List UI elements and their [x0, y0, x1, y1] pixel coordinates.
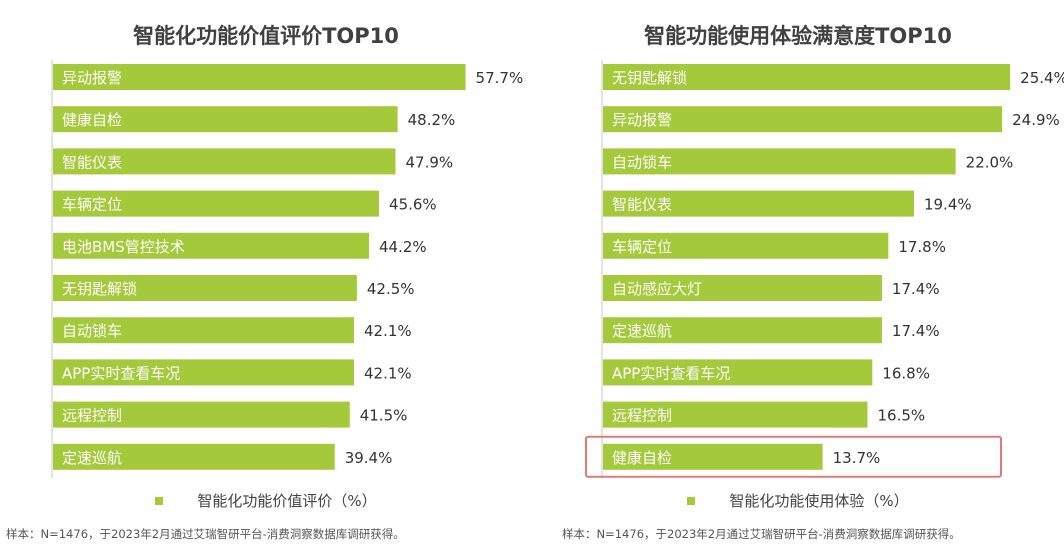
left-bar-category-label: 自动锁车 — [62, 322, 122, 340]
right-bar — [603, 359, 873, 386]
left-bar-category-label: 车辆定位 — [62, 196, 122, 214]
left-source-note: 样本：N=1476，于2023年2月通过艾瑞智研平台-消费洞察数据库调研获得。 — [6, 527, 405, 541]
left-chart-panel: 异动报警 57.7% 健康自检 48.2% 智能仪表 47.9% 车辆定位 45.6% 电池BM… — [0, 24, 532, 541]
right-bar — [603, 232, 889, 259]
left-bar-value-label: 47.9% — [405, 153, 453, 171]
left-bar — [53, 359, 355, 386]
right-chart-title: 智能功能使用体验满意度TOP10 — [644, 24, 952, 48]
right-bar — [603, 106, 1003, 133]
right-bar-value-label: 17.4% — [892, 322, 940, 340]
right-legend-swatch — [687, 496, 696, 505]
right-bar — [603, 401, 868, 428]
left-bar — [53, 106, 398, 133]
right-bar-category-label: 自动感应大灯 — [612, 280, 702, 298]
right-bar-value-label: 16.8% — [882, 364, 930, 382]
right-bar — [603, 275, 882, 301]
right-bar-category-label: 智能仪表 — [612, 196, 672, 214]
left-bar-category-label: 电池BMS管控技术 — [62, 238, 185, 256]
left-bar-value-label: 42.1% — [364, 322, 412, 340]
right-bar — [603, 317, 882, 344]
right-bar-category-label: 车辆定位 — [612, 238, 672, 256]
right-bar-chart: 无钥匙解锁 25.4% 异动报警 24.9% 自动锁车 22.0% 智能仪表 19.4% 车辆定… — [585, 60, 1064, 478]
right-chart-panel: 无钥匙解锁 25.4% 异动报警 24.9% 自动锁车 22.0% 智能仪表 19.4% 车辆定… — [532, 0, 1064, 550]
left-bar-value-label: 44.2% — [379, 238, 427, 256]
left-bar — [53, 401, 350, 428]
left-bar-value-label: 48.2% — [408, 111, 456, 129]
right-source-note: 样本：N=1476，于2023年2月通过艾瑞智研平台-消费洞察数据库调研获得。 — [562, 527, 961, 541]
left-bar-value-label: 42.1% — [364, 364, 412, 382]
left-legend: 智能化功能价值评价（%） — [0, 490, 532, 511]
right-bar-category-label: 异动报警 — [612, 111, 672, 129]
right-highlight-box — [585, 435, 1002, 478]
right-bar — [603, 190, 914, 217]
left-bar — [53, 232, 370, 259]
right-bar — [603, 64, 1011, 90]
left-bar-value-label: 45.6% — [389, 196, 437, 214]
left-bar-category-label: 健康自检 — [62, 111, 122, 129]
right-bar-category-label: APP实时查看车况 — [612, 364, 730, 382]
left-bar-value-label: 39.4% — [345, 449, 393, 467]
left-bar-category-label: 远程控制 — [62, 407, 122, 425]
left-bar-category-label: APP实时查看车况 — [62, 364, 180, 382]
right-bar-value-label: 17.4% — [892, 280, 940, 298]
right-legend-label: 智能化功能使用体验（%） — [729, 492, 909, 510]
right-bar-value-label: 16.5% — [877, 407, 925, 425]
left-legend-swatch — [155, 496, 164, 505]
left-bar — [53, 190, 380, 217]
right-bar-category-label: 远程控制 — [612, 407, 672, 425]
right-bar-value-label: 25.4% — [1020, 69, 1064, 87]
left-chart-title: 智能化功能价值评价TOP10 — [133, 24, 399, 48]
left-bar-value-label: 57.7% — [476, 69, 524, 87]
right-legend: 智能化功能使用体验（%） — [532, 490, 1064, 511]
left-bar — [53, 443, 335, 470]
left-bar — [53, 317, 355, 344]
right-bar-value-label: 13.7% — [833, 449, 881, 467]
left-bar-category-label: 智能仪表 — [62, 153, 122, 171]
left-bar-category-label: 无钥匙解锁 — [62, 280, 137, 298]
left-bar-value-label: 41.5% — [360, 407, 408, 425]
right-bar-value-label: 24.9% — [1012, 111, 1060, 129]
left-bar — [53, 275, 357, 301]
left-legend-label: 智能化功能价值评价（%） — [197, 492, 377, 510]
left-bar-category-label: 定速巡航 — [62, 449, 122, 467]
right-bar — [603, 443, 823, 470]
right-bar-category-label: 健康自检 — [612, 449, 672, 467]
right-bar-category-label: 无钥匙解锁 — [612, 69, 687, 87]
left-bar-value-label: 42.5% — [367, 280, 415, 298]
left-bar-chart: 异动报警 57.7% 健康自检 48.2% 智能仪表 47.9% 车辆定位 45.6% 电池BM… — [51, 60, 524, 478]
right-bar-category-label: 定速巡航 — [612, 322, 672, 340]
right-bar-value-label: 19.4% — [924, 196, 972, 214]
right-bar — [603, 148, 956, 175]
left-bar-category-label: 异动报警 — [62, 69, 122, 87]
left-bar — [53, 148, 396, 175]
right-bar-value-label: 17.8% — [898, 238, 946, 256]
left-bar — [53, 64, 466, 90]
right-bar-category-label: 自动锁车 — [612, 153, 672, 171]
right-bar-value-label: 22.0% — [966, 153, 1014, 171]
